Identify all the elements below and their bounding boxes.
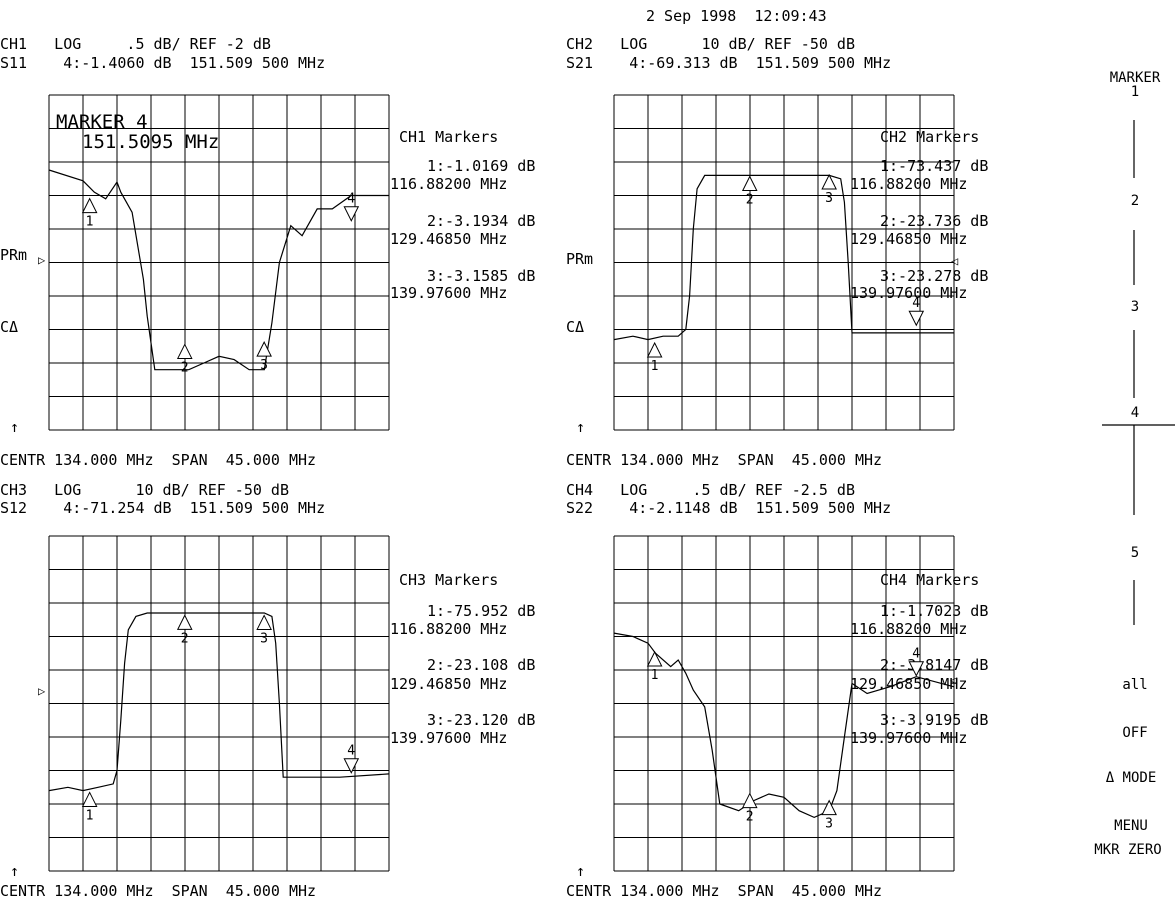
softkey-marker-2[interactable]: 2 (1130, 193, 1140, 209)
ch-header-line2: S12 4:-71.254 dB 151.509 500 MHz (0, 499, 326, 517)
softkey-off-label: OFF (1122, 725, 1148, 741)
ch-marker2-freq: 129.46850 MHz (390, 230, 508, 248)
marker-2-symbol (176, 343, 193, 359)
marker-4-symbol (343, 206, 360, 222)
softkey-all-off[interactable]: all OFF (1100, 645, 1170, 757)
ch-marker1-value: 1:-1.7023 dB (880, 602, 989, 620)
softkey-marker-1[interactable]: 1 (1130, 84, 1140, 100)
ch-header-line2: S21 4:-69.313 dB 151.509 500 MHz (566, 54, 892, 72)
marker-1-symbol (646, 341, 663, 358)
marker-2-label: 2 (181, 631, 189, 646)
ch-marker1-freq: 116.88200 MHz (390, 175, 508, 193)
ch-marker3-freq: 139.97600 MHz (390, 729, 508, 747)
softkey-marker-4[interactable]: 4 (1130, 405, 1140, 421)
ch-marker3-value: 3:-3.9195 dB (880, 711, 989, 729)
ch-marker3-value: 3:-23.120 dB (427, 711, 536, 729)
softkey-delta-mode-menu[interactable]: Δ MODE MENU (1088, 738, 1174, 850)
softkey-all-label: all (1122, 677, 1148, 693)
ch-marker3-freq: 139.97600 MHz (850, 284, 968, 302)
ch-marker2-value: 2:-3.1934 dB (427, 212, 536, 230)
marker-3-symbol (821, 173, 837, 190)
ch-footer: CENTR 134.000 MHz SPAN 45.000 MHz (566, 882, 883, 900)
marker-4-label: 4 (347, 192, 355, 207)
ch-ref-arrow: ▷ (38, 253, 46, 267)
marker-1-symbol (646, 650, 663, 667)
ch-markers-title: CH2 Markers (880, 128, 980, 146)
ch-prm-label: PRm (0, 246, 28, 264)
marker-3-symbol (256, 614, 272, 630)
marker-4-label: 4 (347, 744, 355, 759)
marker-1-label: 1 (651, 359, 659, 374)
ch-marker3-value: 3:-3.1585 dB (427, 267, 536, 285)
marker-3-label: 3 (825, 817, 833, 832)
marker-4-label: 4 (912, 647, 920, 662)
marker-2-symbol (741, 175, 758, 192)
marker-1-label: 1 (86, 215, 94, 230)
marker-4-symbol (343, 758, 360, 774)
ch-cdelta-label: CΔ (0, 318, 19, 336)
ch-ref-arrow: ▷ (38, 684, 46, 698)
ch-footer: CENTR 134.000 MHz SPAN 45.000 MHz (0, 882, 317, 900)
ch-header-line2: S22 4:-2.1148 dB 151.509 500 MHz (566, 499, 892, 517)
ch-marker2-value: 2:-23.736 dB (880, 212, 989, 230)
marker-4-symbol (908, 310, 925, 327)
ch-marker3-value: 3:-23.278 dB (880, 267, 989, 285)
ch-scale-arrow: ↑ (576, 418, 586, 436)
softkey-marker-title: MARKER (1109, 70, 1161, 86)
marker-2-label: 2 (746, 810, 754, 825)
ch-scale-arrow: ↑ (576, 862, 586, 880)
ch-header-line2: S11 4:-1.4060 dB 151.509 500 MHz (0, 54, 326, 72)
softkey-marker-3[interactable]: 3 (1130, 299, 1140, 315)
ch-footer: CENTR 134.000 MHz SPAN 45.000 MHz (566, 451, 883, 469)
timestamp: 2 Sep 1998 12:09:43 (646, 7, 827, 25)
marker-2-symbol (741, 792, 758, 809)
marker-3-label: 3 (260, 358, 268, 373)
marker-1-label: 1 (86, 808, 94, 823)
softkey-menu-label: MENU (1114, 818, 1148, 834)
ch-marker1-value: 1:-75.952 dB (427, 602, 536, 620)
ch-marker1-freq: 116.88200 MHz (390, 620, 508, 638)
marker-2-label: 2 (746, 193, 754, 208)
trace-line (613, 174, 954, 341)
ch-markers-title: CH4 Markers (880, 571, 980, 589)
ch-prm-label: PRm (566, 250, 594, 268)
ch-scale-arrow: ↑ (10, 418, 20, 436)
ch-marker2-freq: 129.46850 MHz (390, 675, 508, 693)
ch-marker1-value: 1:-1.0169 dB (427, 157, 536, 175)
marker-3-symbol (256, 341, 272, 357)
marker-2-symbol (176, 614, 193, 630)
marker-4-symbol (908, 661, 925, 677)
marker-2-label: 2 (181, 360, 189, 375)
ch-marker3-freq: 139.97600 MHz (390, 284, 508, 302)
softkey-mkr-zero[interactable]: MKR ZERO (1094, 842, 1162, 858)
ch-marker2-freq: 129.46850 MHz (850, 230, 968, 248)
marker-3-symbol (821, 799, 837, 816)
ch-header-line1: CH3 LOG 10 dB/ REF -50 dB (0, 481, 289, 499)
marker-1-symbol (81, 791, 98, 807)
ch-markers-title: CH3 Markers (399, 571, 499, 589)
ch-header-line1: CH4 LOG .5 dB/ REF -2.5 dB (566, 481, 855, 499)
ch-header-line1: CH2 LOG 10 dB/ REF -50 dB (566, 35, 855, 53)
marker-1-symbol (81, 197, 98, 214)
trace-line (48, 612, 390, 792)
marker-3-label: 3 (825, 191, 833, 206)
ch-markers-title: CH1 Markers (399, 128, 499, 146)
ch-ref-arrow: ◁ (951, 254, 959, 268)
marker-4-label: 4 (912, 296, 920, 311)
marker-3-label: 3 (260, 631, 268, 646)
ch-footer: CENTR 134.000 MHz SPAN 45.000 MHz (0, 451, 317, 469)
marker-1-label: 1 (651, 668, 659, 683)
ch-cdelta-label: CΔ (566, 318, 585, 336)
trace-line (48, 169, 389, 371)
marker-readout-title: MARKER 4 (56, 111, 148, 133)
ch-scale-arrow: ↑ (10, 862, 20, 880)
softkey-mode-label: Δ MODE (1105, 770, 1157, 786)
softkey-marker-5[interactable]: 5 (1130, 545, 1140, 561)
ch-header-line1: CH1 LOG .5 dB/ REF -2 dB (0, 35, 271, 53)
ch-marker2-value: 2:-23.108 dB (427, 656, 536, 674)
